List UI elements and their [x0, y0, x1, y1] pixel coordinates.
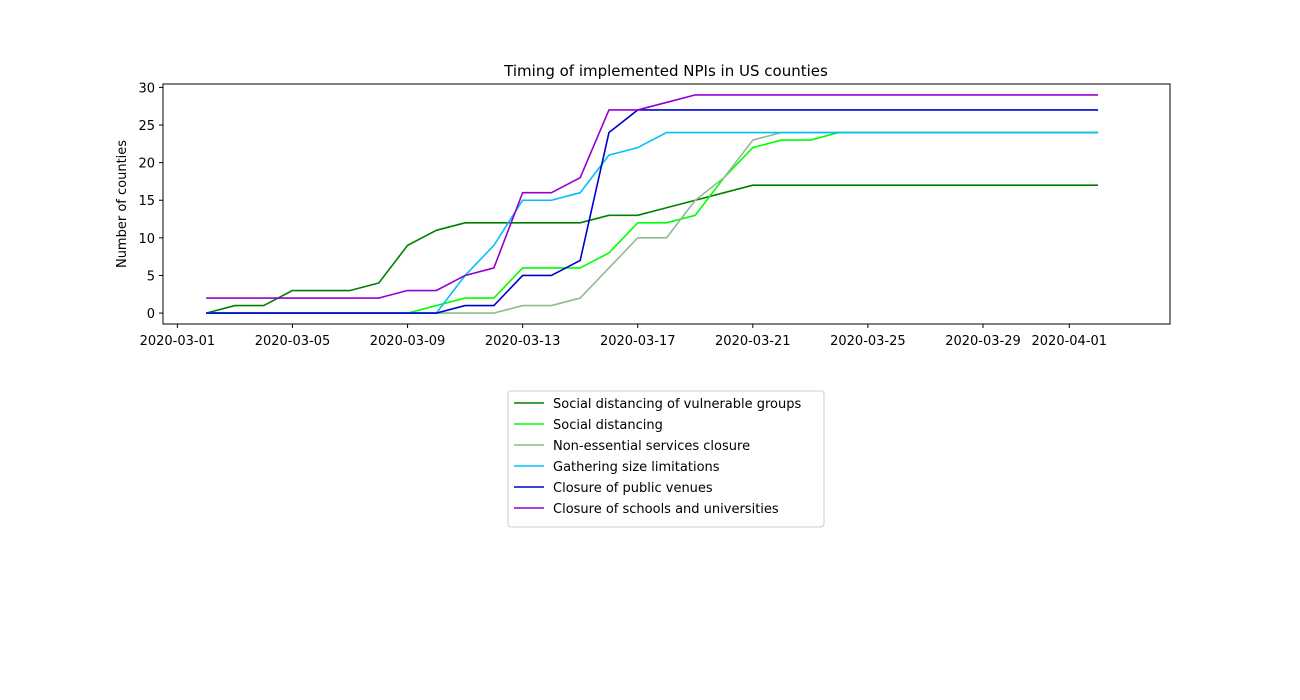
legend-box: [507, 390, 825, 528]
legend-entry: Social distancing of vulnerable groups: [553, 397, 802, 412]
x-tick-label: 2020-03-01: [140, 334, 216, 349]
x-tick-label: 2020-03-13: [485, 334, 561, 349]
x-tick-label: 2020-03-29: [945, 334, 1021, 349]
legend-entry: Gathering size limitations: [553, 460, 720, 475]
x-tick-label: 2020-03-21: [715, 334, 791, 349]
y-tick-label: 10: [138, 232, 155, 247]
x-tick-label: 2020-03-17: [600, 334, 676, 349]
plot-frame: [162, 83, 1171, 325]
x-tick-label: 2020-03-09: [370, 334, 446, 349]
legend-entry: Closure of schools and universities: [553, 502, 779, 517]
legend-entry: Non-essential services closure: [553, 439, 750, 454]
y-axis-label: Number of counties: [115, 140, 130, 268]
series-line-1: [206, 131, 1099, 314]
series-line-0: [205, 184, 1099, 314]
y-tick-label: 20: [138, 157, 155, 172]
x-axis: 2020-03-01 2020-03-05 2020-03-09 2020-03-13…: [140, 324, 1107, 349]
y-tick-label: 0: [147, 307, 155, 322]
legend: Social distancing of vulnerable groups So…: [507, 390, 825, 528]
x-tick-label: 2020-03-05: [255, 334, 331, 349]
series-line-4: [206, 109, 1099, 314]
y-tick-label: 30: [138, 81, 155, 96]
y-tick-label: 5: [147, 269, 155, 284]
legend-entry: Social distancing: [553, 418, 663, 433]
plot-area: [205, 94, 1099, 314]
x-tick-label: 2020-03-25: [830, 334, 906, 349]
x-tick-label: 2020-04-01: [1032, 334, 1108, 349]
y-tick-label: 25: [138, 119, 155, 134]
chart-title: Timing of implemented NPIs in US countie…: [503, 62, 828, 80]
legend-entry: Closure of public venues: [553, 481, 713, 496]
y-tick-label: 15: [138, 194, 155, 209]
series-line-5: [206, 94, 1099, 299]
y-axis: 0 5 10 15 20 25 30: [138, 81, 163, 322]
